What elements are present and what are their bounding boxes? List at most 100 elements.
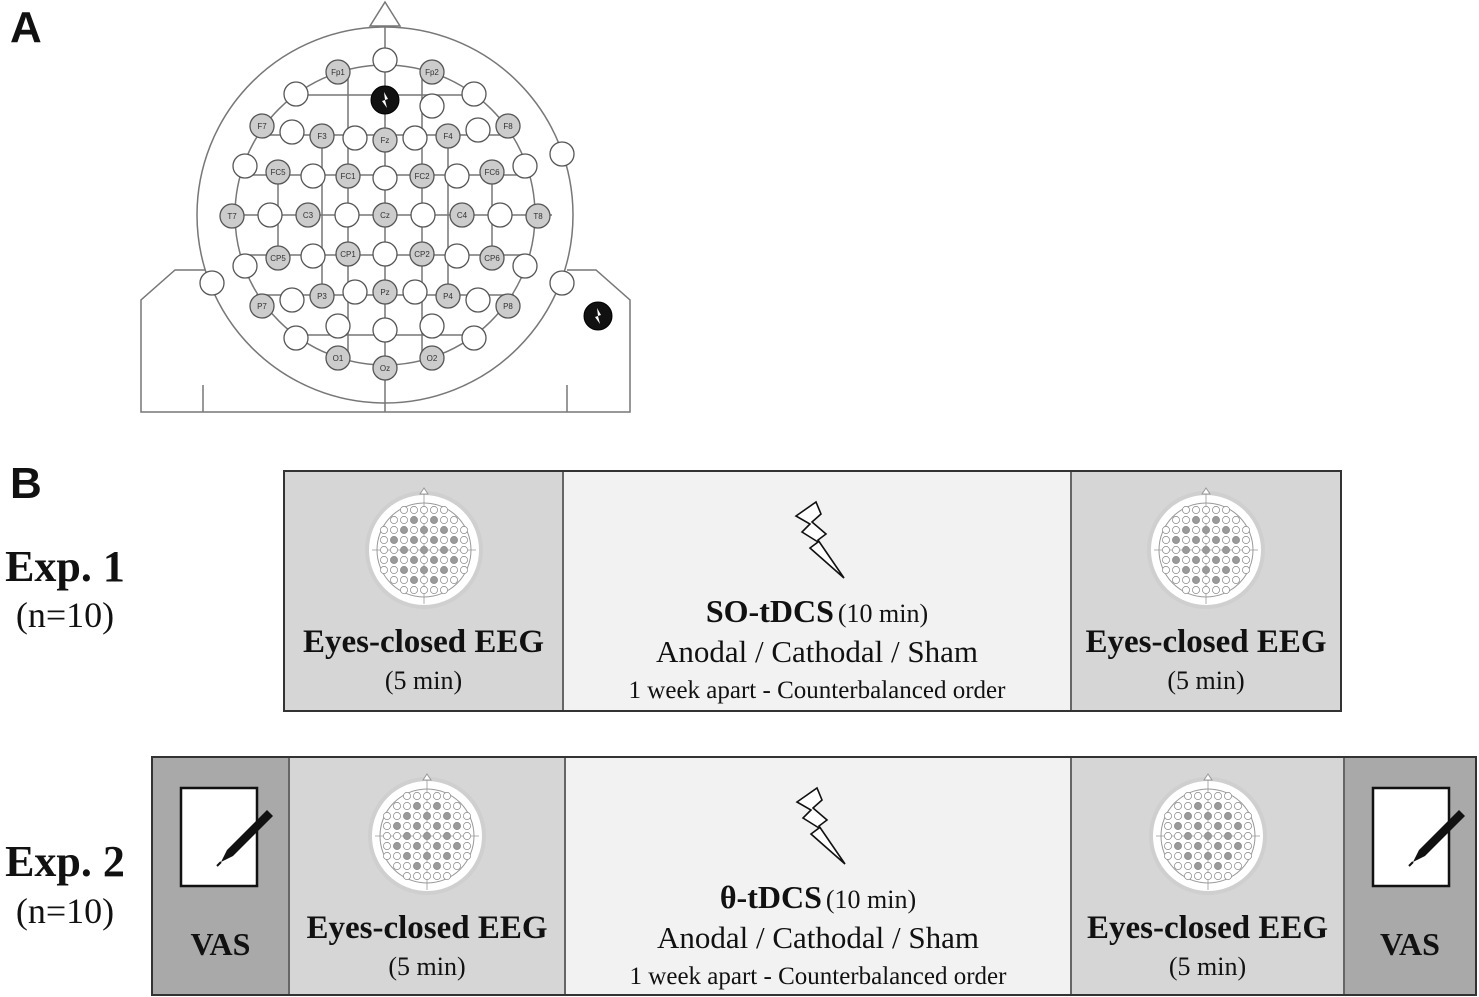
electrode-blank [410,202,436,228]
exp1-n: (n=10) [15,595,115,635]
electrode-blank [334,202,360,228]
electrode-blank [342,279,368,305]
electrode-blank [461,325,487,351]
electrode-blank [461,81,487,107]
electrode-cp6: CP6 [479,245,505,271]
exp2-pre-eeg-duration: (5 min) [388,952,466,981]
exp2-stim-schedule: 1 week apart - Counterbalanced order [629,963,1007,990]
electrode-fp1: Fp1 [325,59,351,85]
electrode-blank [372,241,398,267]
exp1-stim-conditions: Anodal / Cathodal / Sham [655,634,979,669]
electrode-cp2: CP2 [409,241,435,267]
electrode-cp5: CP5 [265,245,291,271]
exp1-stim-schedule: 1 week apart - Counterbalanced order [628,677,1006,704]
exp2-pre-eeg-block: Eyes-closed EEG (5 min) [288,758,564,994]
exp2-pre-vas-block: VAS [153,758,288,994]
electrode-t8: T8 [525,203,551,229]
lightning-bolt-icon [795,786,846,865]
electrode-p3: P3 [309,283,335,309]
electrode-blank [232,253,258,279]
exp2-stim-block: θ-tDCS (10 min) Anodal / Cathodal / Sham… [564,758,1070,994]
electrode-cz: Cz [372,202,398,228]
electrode-blank [283,325,309,351]
electrode-oz: Oz [372,355,398,381]
exp2-n: (n=10) [15,891,115,931]
electrode-blank [487,202,513,228]
electrode-fc2: FC2 [409,163,435,189]
electrode-blank [325,313,351,339]
electrode-label: Fp2 [425,68,439,77]
electrode-label: O1 [333,354,344,363]
electrode-c4: C4 [449,202,475,228]
panel-b-label: B [10,459,42,508]
electrode-label: CP5 [270,254,286,263]
electrode-t7: T7 [219,203,245,229]
pen-paper-icon [179,786,273,888]
electrode-blank [283,81,309,107]
stimulation-electrode-icon [370,85,400,115]
electrode-label: C4 [457,211,468,220]
electrode-label: CP1 [340,250,356,259]
electrode-label: P4 [443,292,453,301]
electrode-label: F8 [503,122,513,131]
electrode-p8: P8 [495,293,521,319]
electrode-blank [279,119,305,145]
electrode-label: T8 [533,212,543,221]
exp2-stim-conditions: Anodal / Cathodal / Sham [656,920,980,955]
exp1-stim-heading: SO-tDCS (10 min) [564,595,1070,627]
electrode-blank [372,317,398,343]
electrode-p7: P7 [249,293,275,319]
electrode-label: C3 [303,211,314,220]
exp1-stim-duration: (10 min) [837,599,929,628]
panel-a-label: A [10,3,42,52]
exp1-title: Exp. 1 [5,542,125,591]
electrode-blank [232,153,258,179]
electrode-label: CP2 [414,250,430,259]
electrode-f4: F4 [435,123,461,149]
electrode-label: Fz [381,136,390,145]
electrode-f3: F3 [309,123,335,149]
electrode-blank [257,202,283,228]
exp1-pre-eeg-title: Eyes-closed EEG [302,624,545,660]
exp2-pre-vas-label: VAS [190,926,251,962]
electrode-label: CP6 [484,254,500,263]
eeg-cap-icon [364,487,483,609]
exp1-timeline: Eyes-closed EEG (5 min) SO-tDCS (10 min)… [283,470,1342,712]
electrode-blank [372,165,398,191]
exp1-post-eeg-title: Eyes-closed EEG [1085,624,1327,660]
electrode-blank [465,287,491,313]
eeg-cap-icon [1147,487,1265,609]
electrode-label: FC1 [340,172,356,181]
electrode-blank [279,287,305,313]
electrode-blank [402,279,428,305]
exp2-stim-heading: θ-tDCS (10 min) [566,881,1070,913]
electrode-blank [402,125,428,151]
exp1-stim-name: SO-tDCS [705,593,834,629]
electrode-label: FC5 [270,168,286,177]
electrode-blank [512,153,538,179]
exp2-post-eeg-duration: (5 min) [1168,952,1247,981]
electrode-blank [549,141,575,167]
stimulation-electrodes [370,85,613,331]
electrode-blank [342,125,368,151]
electrode-f7: F7 [249,113,275,139]
electrode-label: Oz [380,364,390,373]
electrode-label: P7 [257,302,267,311]
electrode-fc5: FC5 [265,159,291,185]
electrode-label: FC2 [414,172,430,181]
exp2-post-vas-label: VAS [1380,926,1440,962]
electrode-blank [199,270,225,296]
exp2-title: Exp. 2 [5,837,125,886]
electrode-blank [419,313,445,339]
exp1-post-eeg-duration: (5 min) [1167,666,1245,695]
exp1-stim-block: SO-tDCS (10 min) Anodal / Cathodal / Sha… [562,472,1070,710]
electrode-blank [512,253,538,279]
electrode-c3: C3 [295,202,321,228]
electrode-label: P3 [317,292,327,301]
electrode-blank [372,47,398,73]
stimulation-electrode-icon [583,301,613,331]
exp2-stim-duration: (10 min) [825,885,917,914]
electrode-blank [300,163,326,189]
exp1-pre-eeg-duration: (5 min) [384,666,463,695]
electrode-blank [419,93,445,119]
